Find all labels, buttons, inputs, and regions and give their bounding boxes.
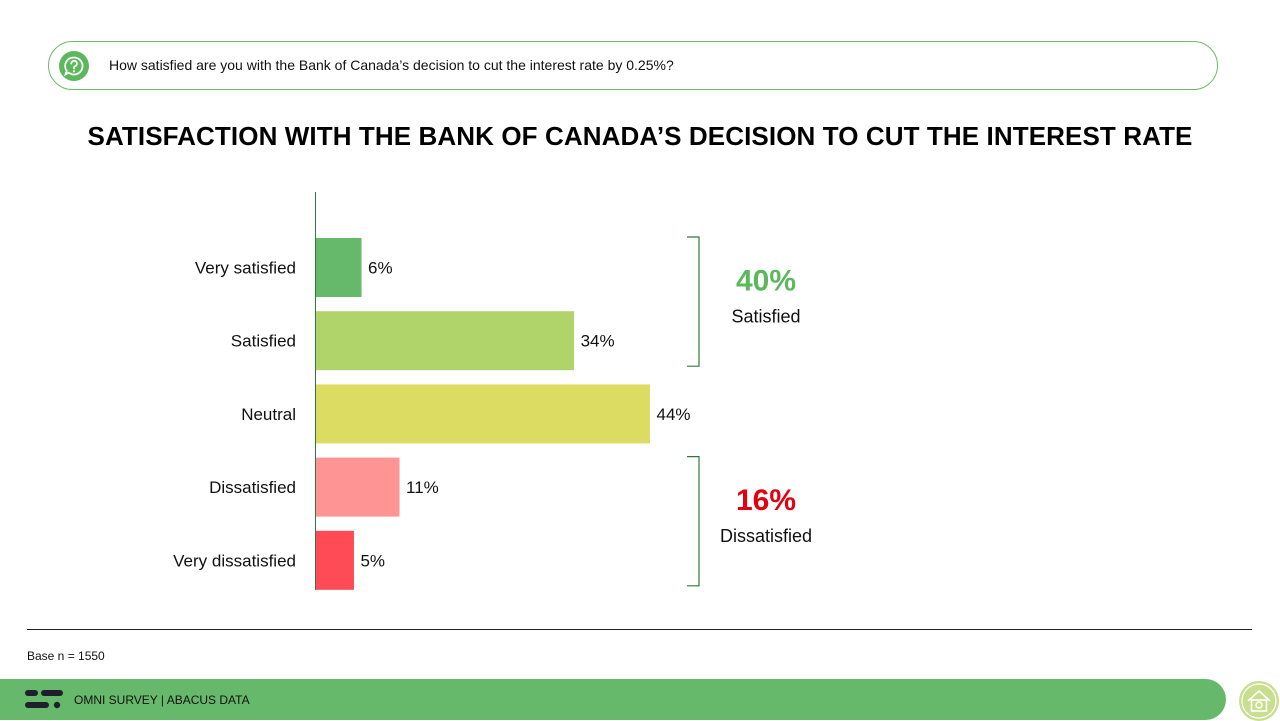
divider-line (27, 629, 1252, 630)
data-label: 34% (581, 332, 615, 351)
question-box: How satisfied are you with the Bank of C… (48, 41, 1218, 90)
summary-label: Dissatisfied (720, 526, 812, 546)
question-text: How satisfied are you with the Bank of C… (109, 57, 674, 73)
category-label: Dissatisfied (209, 478, 296, 497)
summary-percent: 40% (736, 265, 796, 298)
footer-bar: OMNI SURVEY | ABACUS DATA (0, 679, 1226, 720)
base-note: Base n = 1550 (27, 649, 105, 663)
house-badge-icon (1239, 681, 1279, 721)
bar-dissatisfied (316, 457, 400, 517)
question-bubble-icon (59, 51, 89, 81)
category-label: Neutral (241, 405, 296, 424)
bar-very-dissatisfied (316, 530, 354, 590)
summary-percent: 16% (736, 484, 796, 517)
abacus-logo-icon (25, 690, 63, 709)
data-label: 6% (368, 259, 393, 278)
data-label: 11% (406, 478, 439, 497)
bar-satisfied (316, 311, 575, 371)
bar-very-satisfied (316, 238, 362, 297)
bar-chart: Very satisfied 6% Satisfied 34% Neutral 44% Di… (173, 192, 812, 590)
footer-text: OMNI SURVEY | ABACUS DATA (74, 693, 250, 707)
bar-neutral (316, 384, 650, 444)
summary-label: Satisfied (731, 307, 800, 327)
bracket-dissatisfied (687, 456, 700, 587)
bracket-satisfied (687, 236, 700, 367)
chart-title: SATISFACTION WITH THE BANK OF CANADA’S D… (87, 121, 1193, 151)
category-label: Very dissatisfied (173, 551, 296, 570)
data-label: 5% (360, 551, 385, 570)
category-label: Very satisfied (195, 259, 296, 278)
category-label: Satisfied (231, 332, 296, 351)
data-label: 44% (657, 405, 691, 424)
